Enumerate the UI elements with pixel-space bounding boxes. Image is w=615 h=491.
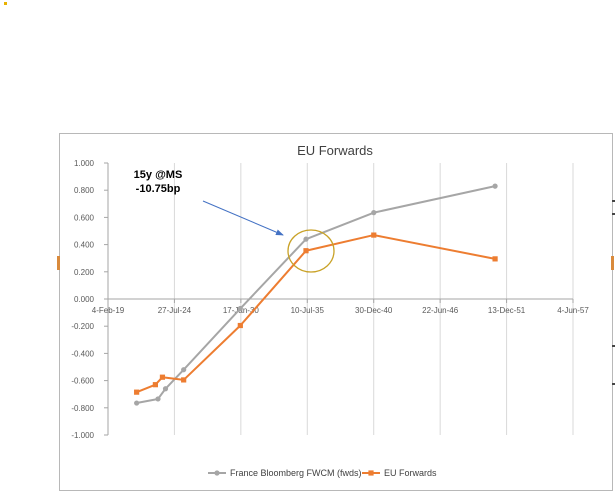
data-point [237, 305, 243, 312]
x-tick-label: 4-Jun-57 [557, 306, 589, 315]
data-point [371, 210, 377, 216]
y-tick-label: 1.000 [74, 159, 95, 168]
y-tick-label: -0.800 [71, 404, 94, 413]
data-point [162, 386, 169, 392]
annotation-arrow [202, 200, 284, 236]
y-tick-label: -0.600 [71, 377, 94, 386]
data-point [181, 367, 187, 373]
legend-marker [368, 470, 374, 476]
edge-mark [612, 383, 615, 385]
legend-label: France Bloomberg FWCM (fwds) [230, 468, 362, 478]
edge-mark [612, 213, 615, 215]
x-tick-label: 30-Dec-40 [355, 306, 393, 315]
data-point [181, 377, 187, 383]
page-marker-dot [4, 2, 7, 5]
data-point [152, 382, 158, 388]
edge-mark [612, 345, 615, 347]
data-point [237, 322, 243, 329]
data-point [371, 232, 377, 238]
y-tick-label: -1.000 [71, 431, 94, 440]
chart-title: EU Forwards [297, 143, 373, 158]
x-tick-label: 27-Jul-24 [158, 306, 192, 315]
data-point [303, 248, 309, 254]
data-point [492, 256, 498, 262]
legend-label: EU Forwards [384, 468, 437, 478]
x-tick-label: 22-Jun-46 [422, 306, 459, 315]
x-tick-label: 13-Dec-51 [488, 306, 526, 315]
series-line-france-bloomberg [136, 185, 496, 405]
data-point [155, 396, 161, 402]
highlight-circle [287, 229, 335, 273]
y-tick-label: 0.800 [74, 186, 95, 195]
legend-item-france-bloomberg[interactable]: France Bloomberg FWCM (fwds) [208, 468, 362, 478]
annotation-text: -10.75bp [136, 183, 181, 195]
y-tick-label: -0.200 [71, 322, 94, 331]
data-point [134, 389, 140, 395]
legend-marker [214, 470, 220, 476]
y-tick-label: 0.200 [74, 268, 95, 277]
legend-item-eu-forwards[interactable]: EU Forwards [362, 468, 437, 478]
y-tick-label: 0.400 [74, 241, 95, 250]
chart-resize-handle-right[interactable] [611, 256, 614, 270]
y-tick-label: 0.000 [74, 295, 95, 304]
y-tick-label: 0.600 [74, 213, 95, 222]
chart-resize-handle-left[interactable] [57, 256, 60, 270]
data-point [134, 400, 140, 406]
data-point [159, 374, 166, 380]
annotation-text: 15y @MS [134, 169, 183, 181]
data-point [303, 236, 309, 242]
x-tick-label: 10-Jul-35 [291, 306, 325, 315]
chart-frame[interactable] [59, 133, 613, 491]
y-tick-label: -0.400 [71, 349, 94, 358]
edge-mark [612, 200, 615, 202]
data-point [492, 183, 498, 189]
